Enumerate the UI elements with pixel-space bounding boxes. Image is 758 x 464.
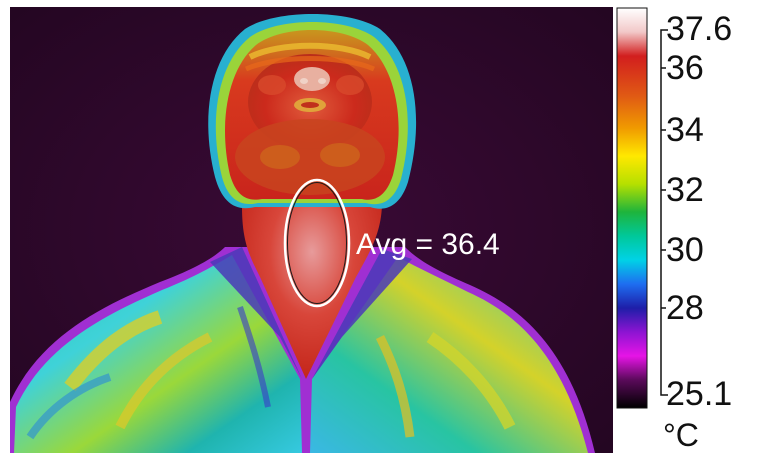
color-bar	[616, 7, 648, 409]
forehead-band	[248, 42, 372, 60]
beard	[235, 119, 385, 195]
shirt-fold	[375, 334, 415, 438]
shirt-fold	[426, 332, 516, 430]
nostril	[300, 78, 308, 84]
scale-tick-label: 36	[666, 49, 704, 87]
roi-ellipse-inner	[287, 182, 347, 304]
roi-ellipse[interactable]	[283, 178, 351, 308]
scale-unit-label: °C	[663, 417, 699, 453]
scale-tick-label: 28	[666, 289, 704, 327]
scale-bracket	[660, 29, 668, 396]
scale-svg	[616, 7, 668, 409]
shirt-left	[14, 255, 302, 453]
scale-tick-label: 30	[666, 231, 704, 269]
cheek	[336, 75, 364, 95]
thermal-image: Avg = 36.4	[10, 7, 613, 453]
forehead-band	[244, 56, 376, 72]
shirt-fold	[26, 373, 112, 440]
nostril	[318, 78, 326, 84]
scale-min-label: 25.1	[666, 375, 733, 413]
scale-max-label: 37.6	[666, 10, 733, 48]
beard-texture	[320, 143, 360, 167]
nose	[294, 67, 330, 91]
scale-tick-label: 32	[666, 171, 704, 209]
mouth-inner	[301, 102, 319, 108]
shirt-fold	[237, 306, 271, 408]
cheek	[258, 75, 286, 95]
collar-left	[210, 247, 302, 379]
shirt-fold	[115, 332, 213, 430]
shirt-fold	[64, 310, 163, 392]
beard-texture	[260, 145, 300, 169]
collar-right	[312, 249, 412, 379]
measurement-label: Avg = 36.4	[356, 228, 500, 261]
scale-tick-label: 34	[666, 111, 704, 149]
temperature-scale	[614, 0, 758, 459]
